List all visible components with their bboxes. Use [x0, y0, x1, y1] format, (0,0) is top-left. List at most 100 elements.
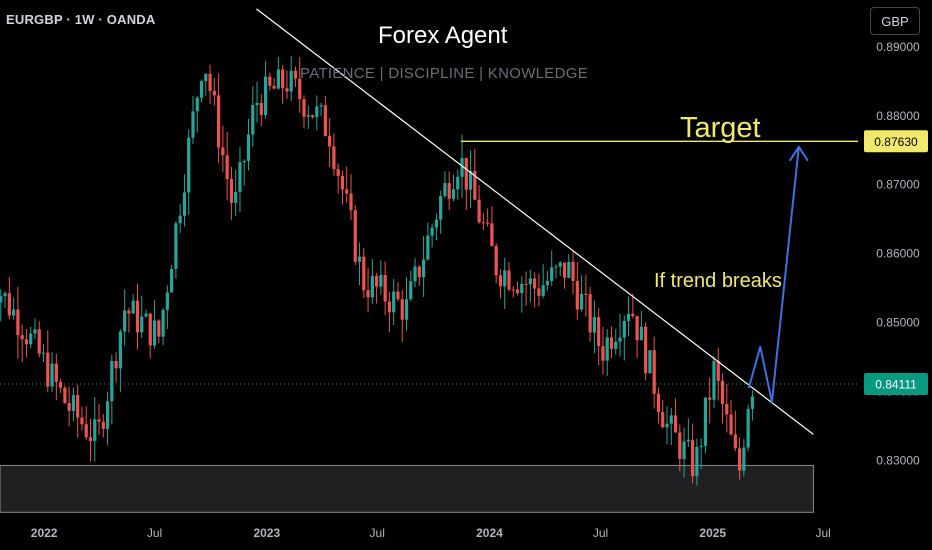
candle-body — [451, 189, 456, 199]
candle-body — [737, 448, 742, 471]
candle-body — [533, 278, 537, 289]
candle-body — [148, 313, 152, 346]
candle-body — [511, 289, 515, 291]
candle-body — [541, 285, 545, 296]
candle-body — [135, 300, 140, 333]
candle-body — [430, 227, 434, 236]
candle-body — [54, 363, 58, 382]
candle-body — [579, 293, 584, 310]
candle-body — [490, 223, 494, 247]
target-price-badge-text: 0.87630 — [874, 135, 918, 149]
candle-body — [558, 262, 562, 267]
candle-body — [421, 259, 426, 278]
x-tick-label: Jul — [370, 526, 385, 540]
candle-body — [733, 434, 737, 449]
candle-body — [161, 309, 165, 337]
candle-body — [537, 288, 541, 296]
candle-body — [12, 309, 16, 316]
brand-tagline: PATIENCE | DISCIPLINE | KNOWLEDGE — [300, 65, 589, 82]
candle-body — [328, 135, 332, 147]
candle-body — [46, 352, 50, 387]
candle-body — [703, 397, 708, 446]
candle-body — [720, 380, 725, 404]
candle-body — [345, 189, 349, 194]
candle-body — [520, 283, 524, 294]
trendline — [256, 8, 814, 435]
candle-body — [648, 350, 652, 374]
candle-body — [157, 320, 161, 337]
y-tick-label: 0.83000 — [876, 454, 920, 468]
candle-body — [41, 352, 46, 354]
candle-body — [263, 76, 268, 116]
candle-body — [105, 401, 110, 429]
candle-body — [550, 267, 554, 282]
candle-body — [729, 414, 733, 435]
candle-body — [63, 387, 67, 403]
candle-body — [614, 341, 618, 349]
candle-body — [639, 326, 643, 341]
candle-body — [473, 170, 477, 200]
candle-body — [71, 395, 76, 411]
brand-title: Forex Agent — [378, 22, 508, 49]
candle-body — [140, 316, 144, 333]
candle-body — [289, 70, 293, 92]
candle-body — [691, 439, 695, 477]
candle-body — [443, 183, 447, 196]
candle-body — [434, 219, 438, 228]
x-tick-label: Jul — [816, 526, 831, 540]
candle-body — [592, 317, 597, 333]
candle-body — [123, 310, 127, 332]
candle-body — [340, 176, 345, 190]
candle-body — [238, 162, 242, 192]
candle-body — [622, 320, 626, 338]
currency-button[interactable]: GBP — [870, 7, 920, 35]
candle-body — [439, 195, 443, 220]
candle-body — [50, 363, 54, 387]
candle-body — [16, 309, 20, 336]
candle-body — [357, 256, 362, 262]
candle-body — [409, 281, 413, 300]
candle-body — [554, 266, 558, 268]
candle-body — [217, 95, 221, 148]
candle-body — [618, 337, 622, 342]
candle-body — [588, 294, 592, 333]
candle-body — [24, 339, 29, 345]
candle-body — [37, 329, 41, 354]
candle-body — [562, 262, 567, 278]
candle-body — [29, 333, 33, 345]
candle-body — [571, 261, 575, 281]
candle-body — [515, 289, 520, 294]
candle-body — [669, 415, 673, 424]
candle-body — [246, 134, 251, 162]
candle-body — [379, 275, 383, 287]
candle-body — [750, 396, 755, 409]
candle-body — [268, 76, 272, 86]
candle-body — [276, 69, 280, 89]
candle-body — [33, 329, 37, 334]
candle-body — [353, 210, 357, 262]
candle-body — [400, 299, 404, 320]
y-tick-label: 0.88000 — [876, 109, 920, 123]
candle-body — [281, 69, 285, 89]
candle-body — [460, 157, 464, 177]
candle-body — [456, 176, 460, 190]
candle-body — [468, 170, 473, 190]
candle-body — [695, 446, 699, 477]
x-tick-label: 2024 — [476, 526, 503, 540]
candle-body — [349, 193, 353, 211]
candle-body — [182, 192, 187, 216]
candle-body — [725, 403, 729, 415]
x-tick-label: 2023 — [253, 526, 280, 540]
candle-body — [605, 337, 609, 361]
candle-body — [204, 73, 208, 82]
candle-body — [494, 246, 498, 276]
symbol-label[interactable]: EURGBP · 1W · OANDA — [6, 12, 156, 27]
candle-body — [387, 301, 392, 313]
candle-body — [229, 179, 234, 203]
candle-body — [212, 90, 216, 96]
candle-body — [682, 441, 686, 460]
candle-body — [392, 291, 396, 313]
candle-body — [7, 293, 11, 316]
y-tick-label: 0.85000 — [876, 316, 920, 330]
